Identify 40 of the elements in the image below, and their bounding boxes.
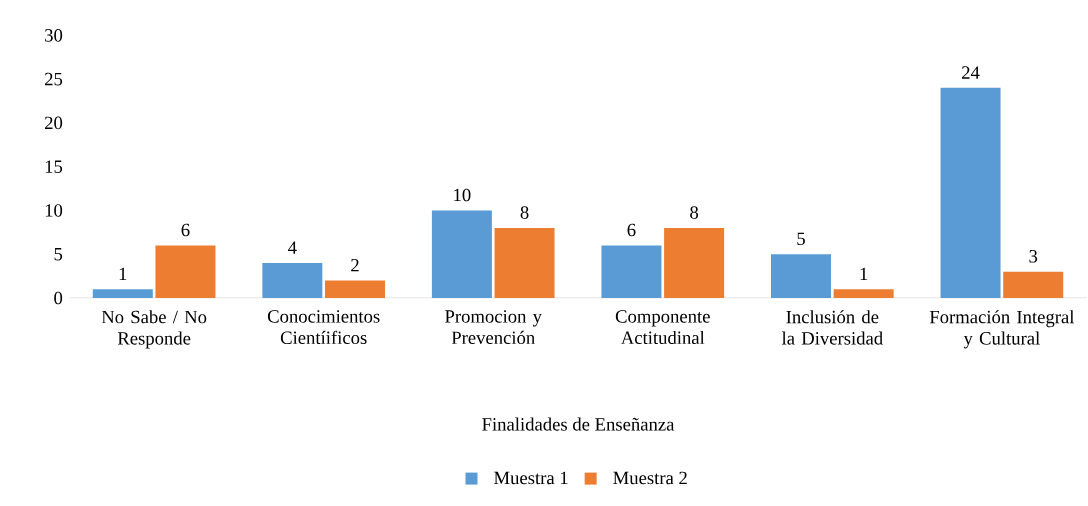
bar: [833, 289, 894, 298]
y-tick-label: 30: [45, 29, 63, 42]
data-label: 8: [690, 206, 699, 219]
y-tick-label: 25: [45, 72, 63, 86]
legend-label: Muestra 1: [494, 471, 568, 485]
bar: [771, 254, 831, 298]
bar: [431, 210, 492, 298]
data-label: 3: [1029, 250, 1038, 263]
x-tick-label: Componente Actitudinal: [615, 310, 710, 345]
y-tick-label: 15: [45, 160, 63, 173]
data-label: 24: [962, 66, 980, 79]
x-tick-label: Conocimientos Cientíificos: [267, 310, 380, 345]
bar: [601, 245, 662, 298]
bar: [262, 262, 323, 298]
bar: [1003, 271, 1064, 298]
x-tick-label: Promocion y Prevención: [445, 310, 542, 345]
bar: [664, 227, 725, 298]
bar: [494, 227, 555, 298]
data-label: 1: [119, 267, 127, 281]
data-label: 8: [520, 206, 529, 219]
x-tick-label: Formación Integral y Cultural: [929, 310, 1075, 349]
y-tick-label: 10: [45, 204, 63, 217]
x-tick-label: No Sabe / No Responde: [101, 310, 207, 349]
data-label: 5: [797, 232, 805, 246]
data-label: 1: [860, 267, 868, 281]
bar: [92, 289, 153, 298]
y-tick-label: 0: [54, 291, 63, 305]
bar: [325, 280, 386, 298]
data-label: 6: [181, 223, 190, 237]
x-tick-label: Inclusión de la Diversidad: [781, 310, 883, 345]
data-label: 4: [288, 241, 297, 254]
bar: [940, 87, 1001, 298]
y-tick-label: 5: [54, 248, 63, 261]
data-label: 6: [627, 223, 636, 237]
y-tick-label: 20: [45, 116, 63, 130]
data-label: 2: [351, 258, 359, 272]
legend-label: Muestra 2: [613, 471, 687, 485]
data-label: 10: [454, 188, 471, 202]
bar: [155, 245, 216, 298]
x-axis-title: Finalidades de Enseñanza: [482, 417, 675, 431]
